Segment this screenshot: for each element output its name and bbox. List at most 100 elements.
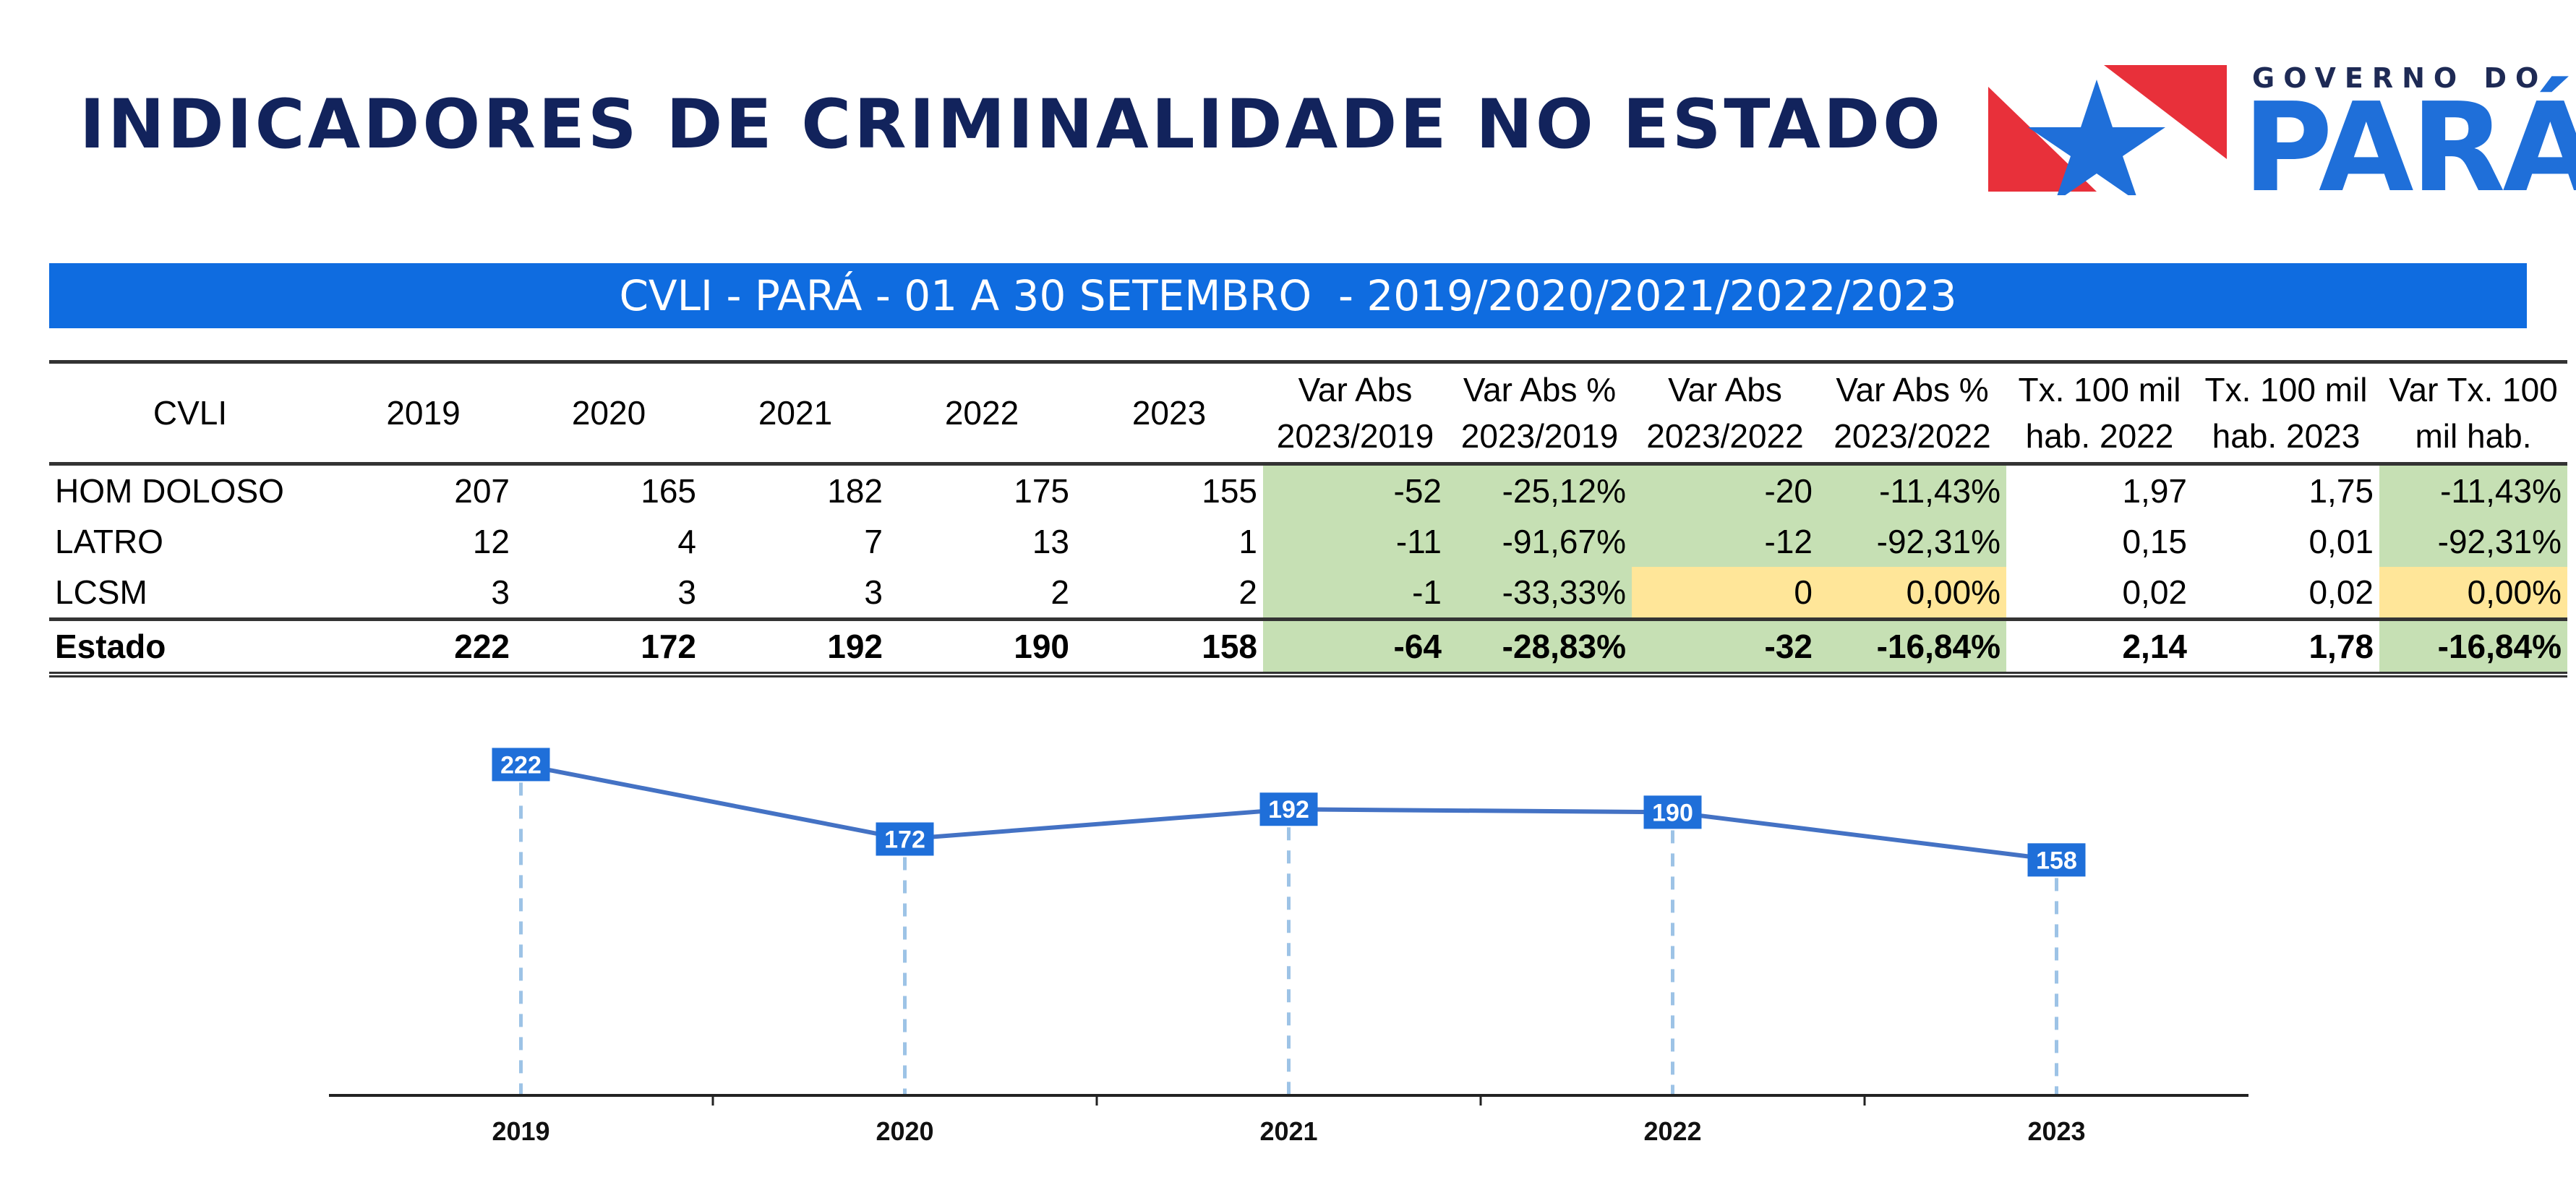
table-cell: 12 <box>472 523 510 560</box>
table-cell: -20 <box>1632 463 1818 516</box>
table-cell: -16,84% <box>1818 617 2006 677</box>
table-cell: -32 <box>1632 617 1818 677</box>
table-cell: -64 <box>1263 617 1447 677</box>
table-cell: -91,67% <box>1447 516 1632 567</box>
x-tick-label: 2019 <box>492 1116 549 1146</box>
table-cell: 2,14 <box>2006 617 2193 677</box>
table-cell: 0,01 <box>2308 523 2374 560</box>
header-cell-line: hab. 2022 <box>2025 417 2174 455</box>
data-label: 192 <box>1268 796 1309 824</box>
header-cell-line: 2020 <box>571 394 646 432</box>
table-cell: 192 <box>702 617 889 677</box>
header-cell-line: 2022 <box>944 394 1019 432</box>
table-cell: 1 <box>1238 523 1257 560</box>
data-label: 190 <box>1652 799 1693 826</box>
table-cell: -92,31% <box>1818 516 2006 567</box>
header-cell-line: mil hab. <box>2415 417 2532 455</box>
table-cell: -92,31% <box>2379 516 2567 567</box>
data-label: 222 <box>500 751 542 779</box>
table-cell: 0,00% <box>2379 567 2567 620</box>
table-cell: 3 <box>677 573 696 611</box>
x-tick-label: 2022 <box>1643 1116 1701 1146</box>
table-cell: -28,83% <box>1447 617 1632 677</box>
table-cell: -1 <box>1263 567 1447 620</box>
header-cell-line: Var Abs <box>1298 371 1413 409</box>
table-cell: 1,78 <box>2193 617 2379 677</box>
header-cell-cvli: CVLI <box>49 360 331 466</box>
table-cell: 0,15 <box>2122 523 2187 560</box>
table-cell: 182 <box>827 472 883 510</box>
table-cell: 0 <box>1632 567 1818 620</box>
table-row: HOM DOLOSO 207 165 182 175 155 -52 -25,12% -20 -1… <box>49 463 2567 516</box>
table-cell: -52 <box>1263 463 1447 516</box>
table-cell: 0,00% <box>1818 567 2006 620</box>
header-cell-line: 2019 <box>386 394 461 432</box>
table-cell: -33,33% <box>1447 567 1632 620</box>
header-cell: Var Tx. 100 mil hab. <box>2379 360 2567 466</box>
table-cell: 7 <box>864 523 883 560</box>
table-cell: -25,12% <box>1447 463 1632 516</box>
table-cell: 207 <box>454 472 510 510</box>
header-cell-line: Var Abs % <box>1836 371 1989 409</box>
table-cell: 4 <box>677 523 696 560</box>
page-title: INDICADORES DE CRIMINALIDADE NO ESTADO <box>80 85 1943 164</box>
data-label-box <box>876 822 934 856</box>
table-cell: -16,84% <box>2379 617 2567 677</box>
table-cell: 0,02 <box>2122 573 2187 611</box>
table-cell: 222 <box>331 617 515 677</box>
table-cell: 2 <box>1050 573 1069 611</box>
header-cell-line: Var Abs <box>1668 371 1782 409</box>
header-cell-line: hab. 2023 <box>2212 417 2361 455</box>
table-cell: 3 <box>491 573 510 611</box>
x-tick-label: 2023 <box>2027 1116 2085 1146</box>
x-tick-label: 2021 <box>1259 1116 1317 1146</box>
header-cell-line: 2023/2022 <box>1833 417 1991 455</box>
table-cell: -11,43% <box>2379 463 2567 516</box>
table-cell: 1,97 <box>2122 472 2187 510</box>
row-label: HOM DOLOSO <box>55 472 284 510</box>
governo-para-logo: GOVERNO DO PARÁ <box>1988 58 2576 210</box>
header-cell-line: Tx. 100 mil <box>2018 371 2181 409</box>
header-cell: Var Abs 2023/2022 <box>1632 360 1818 466</box>
table-cell: -11 <box>1263 516 1447 567</box>
table-cell: 155 <box>1202 472 1257 510</box>
cvli-table: CVLI 2019 2020 2021 2022 2023 Var Abs 2023/2019… <box>49 360 2567 677</box>
table-cell: 175 <box>1014 472 1069 510</box>
header-cell: 2022 <box>889 360 1075 466</box>
table-row: LATRO 12 4 7 13 1 -11 -91,67% -12 -92,31% 0,15 0,01… <box>49 516 2567 567</box>
header-cell: 2020 <box>515 360 702 466</box>
header-cell: Tx. 100 mil hab. 2023 <box>2193 360 2379 466</box>
header-cell: 2019 <box>331 360 515 466</box>
row-label: Estado <box>49 617 331 677</box>
data-label-box <box>1643 795 1702 829</box>
table-cell: 13 <box>1032 523 1069 560</box>
row-label: LCSM <box>55 573 147 611</box>
header-cell-line: 2021 <box>758 394 833 432</box>
row-label: LATRO <box>55 523 163 560</box>
table-row: LCSM 3 3 3 2 2 -1 -33,33% 0 0,00% 0,02 0,02 0,00% <box>49 567 2567 620</box>
table-cell: 3 <box>864 573 883 611</box>
header-cell-line: Var Abs % <box>1463 371 1617 409</box>
header-cell-line: Var Tx. 100 <box>2389 371 2558 409</box>
chart-banner: CVLI - PARÁ - 01 A 30 SETEMBRO - 2019/20… <box>49 263 2527 328</box>
data-label-box <box>1259 792 1318 826</box>
data-label: 172 <box>884 826 925 853</box>
para-flag-icon <box>1988 65 2227 202</box>
header-cell-line: 2023/2022 <box>1646 417 1804 455</box>
cvli-line-chart: 222 172 192 190 158 2019 2020 2021 2022 2023 <box>329 748 2248 1146</box>
header-cell: 2021 <box>702 360 889 466</box>
header-cell: 2023 <box>1075 360 1263 466</box>
header-cell: Var Abs 2023/2019 <box>1263 360 1447 466</box>
header-cell-line: 2023/2019 <box>1276 417 1434 455</box>
data-label: 158 <box>2036 847 2077 874</box>
x-tick-label: 2020 <box>876 1116 933 1146</box>
data-label-box <box>2027 843 2086 877</box>
table-header-row: CVLI 2019 2020 2021 2022 2023 Var Abs 2023/2019… <box>49 360 2567 466</box>
table-cell: 172 <box>515 617 702 677</box>
header-cell-line: Tx. 100 mil <box>2204 371 2368 409</box>
data-label-box <box>492 748 550 782</box>
table-cell: 2 <box>1238 573 1257 611</box>
header-cell: Var Abs % 2023/2022 <box>1818 360 2006 466</box>
table-cell: 190 <box>889 617 1075 677</box>
logo-para: PARÁ <box>2243 77 2576 220</box>
